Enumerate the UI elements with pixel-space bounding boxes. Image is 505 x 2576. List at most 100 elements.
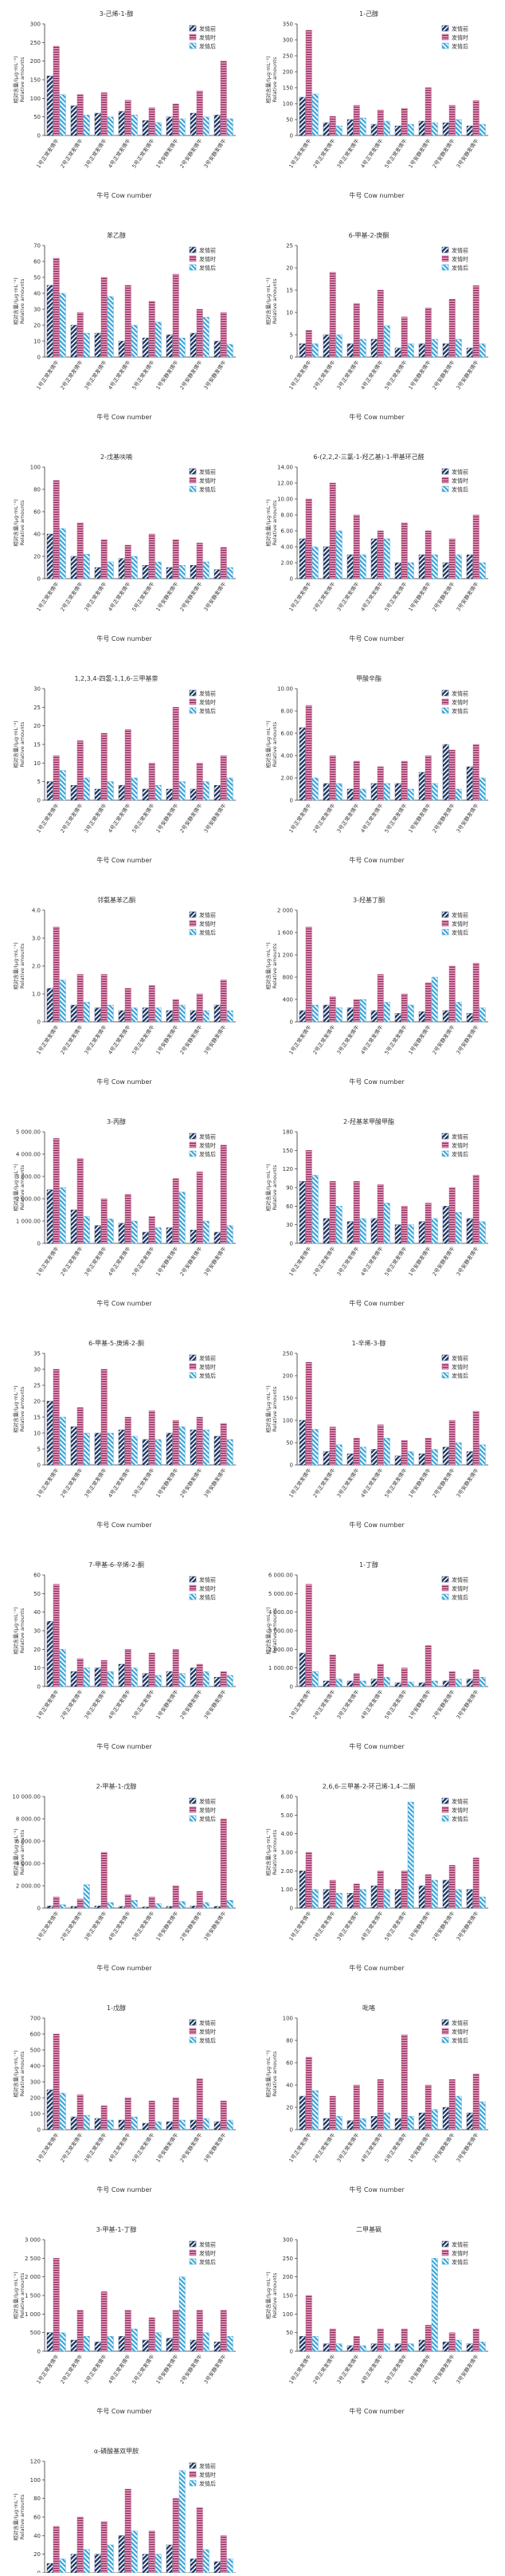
legend-label: 发情前 (452, 1798, 468, 1805)
y-tick-label: 10 (286, 310, 293, 316)
bar-series-0 (394, 1683, 401, 1687)
bar-series-1 (401, 1871, 408, 1909)
x-category-label: 2号正常发情牛 (311, 359, 337, 391)
x-category-label: 3号正常发情牛 (83, 2131, 108, 2164)
bar-series-1 (76, 1407, 84, 1466)
y-tick-label: 20 (286, 265, 293, 272)
legend-swatch (189, 25, 197, 32)
y-tick-label: 0 (37, 355, 41, 361)
bar-series-2 (407, 1451, 414, 1466)
x-category-label: 1号正常发情牛 (288, 802, 313, 834)
x-axis-title: 牛号 Cow number (349, 1299, 405, 1307)
x-category-label: 1号正常发情牛 (288, 1023, 313, 1056)
x-category-label: 1号正常发情牛 (288, 580, 313, 613)
bar-series-0 (94, 2342, 101, 2352)
bar-series-1 (425, 308, 432, 358)
y-tick-label: 30 (33, 307, 41, 313)
bar-series-0 (190, 1429, 197, 1466)
bar-series-0 (466, 1889, 473, 1909)
x-category-label: 2号正常发情牛 (59, 2353, 84, 2386)
bar-series-2 (359, 999, 366, 1023)
bar-series-2 (83, 1216, 90, 1244)
bar-series-0 (323, 2118, 330, 2130)
legend-swatch (189, 2028, 197, 2035)
x-category-label: 3号正常发情牛 (335, 1688, 361, 1721)
bar-series-1 (329, 1879, 336, 1909)
bar-series-0 (213, 2121, 221, 2130)
y-tick-label: 0 (290, 1906, 293, 1912)
bar-series-0 (70, 556, 77, 579)
x-category-label: 2号安静发情牛 (431, 2131, 456, 2164)
x-category-label: 5号正常发情牛 (383, 1688, 409, 1721)
bar-series-1 (148, 107, 155, 136)
legend-swatch (189, 2258, 197, 2265)
x-category-label: 2号安静发情牛 (178, 802, 204, 834)
y-tick-label: 120 (30, 2459, 41, 2465)
y-tick-label: 25 (286, 243, 293, 249)
bar-series-2 (479, 1221, 486, 1244)
bar-series-2 (59, 980, 66, 1023)
bar-series-1 (472, 2073, 480, 2130)
bar-series-2 (226, 1225, 233, 1244)
y-tick-label: 15 (286, 288, 293, 294)
y-axis-label-cn: 相对含量/(μg·mL⁻¹) (264, 277, 272, 325)
chart-title: 苯乙醇 (107, 231, 126, 239)
bar-series-1 (425, 1438, 432, 1466)
bar-series-1 (124, 1194, 131, 1244)
x-category-label: 3号安静发情牛 (455, 1023, 480, 1056)
bar-series-0 (346, 1893, 354, 1909)
bar-series-1 (53, 45, 60, 136)
bar-series-2 (335, 334, 343, 358)
bar-series-1 (353, 1673, 360, 1687)
x-axis-title: 牛号 Cow number (349, 856, 405, 864)
bar-series-0 (94, 1225, 101, 1244)
bar-series-0 (442, 1447, 449, 1466)
x-category-label: 3号正常发情牛 (335, 359, 361, 391)
bar-series-0 (394, 562, 401, 579)
x-category-label: 4号正常发情牛 (107, 137, 132, 170)
chart-title: 1-戊醇 (107, 2004, 126, 2012)
bar-series-2 (83, 2115, 90, 2130)
x-category-label: 3号安静发情牛 (455, 359, 480, 391)
bar-series-0 (466, 2112, 473, 2130)
bar-series-0 (190, 112, 197, 136)
legend-swatch (441, 255, 449, 262)
bar-series-0 (466, 1013, 473, 1023)
y-tick-label: 35 (33, 1351, 41, 1357)
x-category-label: 2号正常发情牛 (311, 2353, 337, 2386)
y-axis-label-cn: 相对含量/(μg·mL⁻¹) (12, 2493, 19, 2541)
y-tick-label: 5 (37, 1447, 41, 1453)
bar-series-2 (431, 2109, 438, 2130)
x-category-label: 1号正常发情牛 (288, 137, 313, 170)
bar-series-1 (100, 2291, 108, 2352)
bar-series-2 (335, 530, 343, 579)
y-tick-label: 0 (290, 355, 293, 361)
bar-series-1 (100, 2105, 108, 2130)
bar-series-0 (166, 2338, 173, 2352)
chart-title: 6-甲基-5-庚烯-2-酮 (88, 1339, 144, 1347)
bar-series-0 (394, 1013, 401, 1023)
bar-series-2 (107, 1004, 114, 1023)
x-category-label: 1号正常发情牛 (35, 1688, 61, 1721)
legend-label: 发情时 (452, 477, 468, 485)
y-tick-label: 4.00 (280, 1831, 293, 1837)
y-tick-label: 2 000.00 (16, 1883, 41, 1890)
bar-series-2 (407, 1224, 414, 1244)
y-axis-label-en: Relative amounts (19, 1608, 25, 1653)
bar-series-0 (46, 2563, 53, 2574)
bar-series-2 (359, 2345, 366, 2352)
bar-series-0 (299, 1420, 306, 1466)
bar-series-1 (377, 974, 384, 1023)
bar-series-2 (359, 339, 366, 358)
x-category-label: 3号正常发情牛 (83, 580, 108, 613)
bar-series-2 (335, 1206, 343, 1244)
x-category-label: 3号安静发情牛 (202, 359, 228, 391)
x-axis-title: 牛号 Cow number (349, 413, 405, 421)
bar-series-2 (107, 561, 114, 579)
y-tick-label: 250 (283, 1351, 293, 1357)
y-axis-label-en: Relative amounts (272, 57, 278, 102)
bar-series-2 (131, 324, 138, 358)
bar-series-1 (53, 2258, 60, 2352)
legend-swatch (189, 1576, 197, 1583)
